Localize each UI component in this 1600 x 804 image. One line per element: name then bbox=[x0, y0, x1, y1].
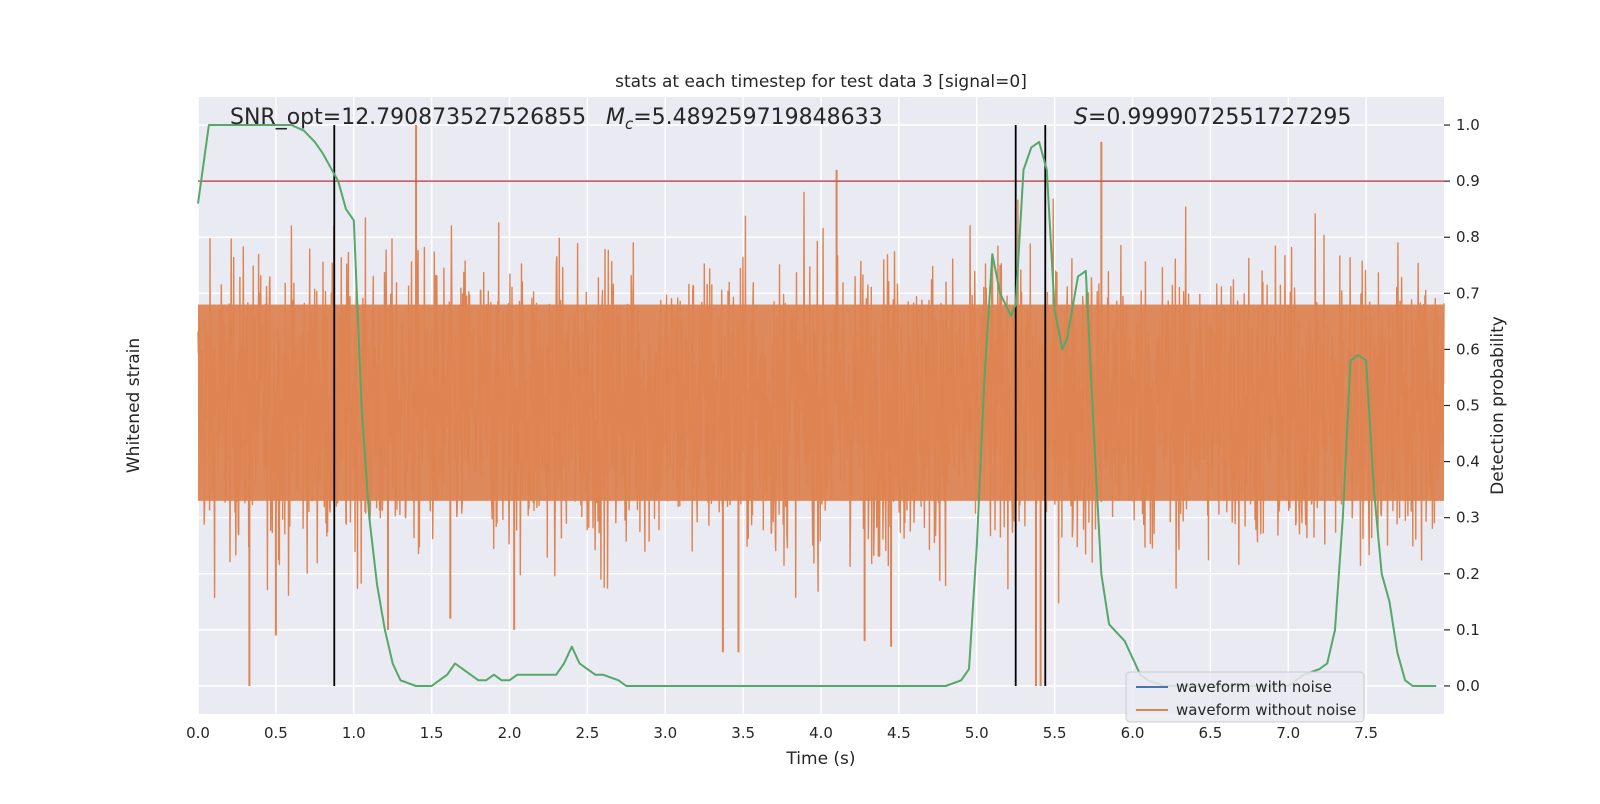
chirp-mass-subscript: c bbox=[625, 115, 634, 133]
y-tick-label: 0.0 bbox=[1456, 677, 1480, 695]
y-tick-label: 0.7 bbox=[1456, 284, 1480, 302]
y-tick-label: 0.5 bbox=[1456, 397, 1480, 415]
x-tick-label: 3.5 bbox=[731, 724, 755, 742]
chirp-mass-value: =5.489259719848633 bbox=[633, 105, 882, 130]
score-value: =0.9999072551727295 bbox=[1088, 105, 1351, 130]
y-tick-label: 0.8 bbox=[1456, 228, 1480, 246]
x-tick-label: 6.0 bbox=[1121, 724, 1145, 742]
y-axis-label-left: Whitened strain bbox=[124, 338, 144, 473]
score-symbol: S bbox=[1074, 105, 1088, 130]
x-tick-label: 6.5 bbox=[1198, 724, 1222, 742]
y-tick-label: 1.0 bbox=[1456, 116, 1480, 134]
y-tick-label: 0.3 bbox=[1456, 509, 1480, 527]
x-tick-label: 5.0 bbox=[965, 724, 989, 742]
x-tick-label: 0.0 bbox=[186, 724, 210, 742]
snr-annotation: SNR_opt=12.790873527526855 bbox=[230, 105, 586, 130]
y-axis-label-right: Detection probability bbox=[1488, 316, 1508, 495]
y-tick-label: 0.4 bbox=[1456, 453, 1480, 471]
x-tick-label: 2.5 bbox=[575, 724, 599, 742]
score-annotation: S=0.9999072551727295 bbox=[1074, 105, 1351, 130]
x-tick-label: 7.5 bbox=[1354, 724, 1378, 742]
y-tick-label: 0.9 bbox=[1456, 172, 1480, 190]
x-tick-label: 5.5 bbox=[1043, 724, 1067, 742]
x-tick-label: 4.0 bbox=[809, 724, 833, 742]
x-tick-label: 1.0 bbox=[342, 724, 366, 742]
x-tick-label: 2.0 bbox=[498, 724, 522, 742]
chart-title: stats at each timestep for test data 3 [… bbox=[615, 72, 1027, 92]
x-tick-label: 7.0 bbox=[1276, 724, 1300, 742]
legend-label-without-noise: waveform without noise bbox=[1176, 701, 1356, 719]
x-tick-label: 1.5 bbox=[420, 724, 444, 742]
noise-core-band bbox=[198, 304, 1444, 501]
x-tick-label: 0.5 bbox=[264, 724, 288, 742]
legend-label-with-noise: waveform with noise bbox=[1176, 678, 1332, 696]
legend: waveform with noise waveform without noi… bbox=[1125, 671, 1365, 723]
y-tick-label: 0.6 bbox=[1456, 340, 1480, 358]
x-tick-label: 4.5 bbox=[887, 724, 911, 742]
chirp-mass-symbol: M bbox=[606, 105, 625, 130]
legend-box bbox=[1125, 671, 1365, 723]
y-tick-label: 0.2 bbox=[1456, 565, 1480, 583]
y-tick-label: 0.1 bbox=[1456, 621, 1480, 639]
chirp-mass-annotation: Mc=5.489259719848633 bbox=[606, 105, 883, 133]
x-tick-label: 3.0 bbox=[653, 724, 677, 742]
x-axis-label: Time (s) bbox=[785, 749, 855, 769]
